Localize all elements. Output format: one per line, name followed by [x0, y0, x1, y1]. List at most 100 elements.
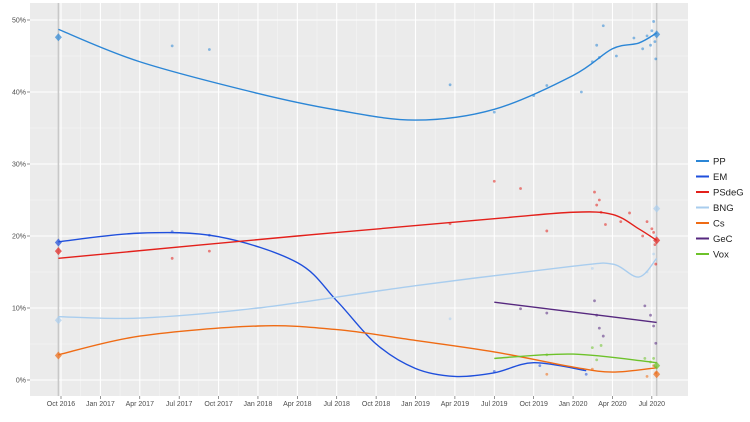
- pp-result-marker: [653, 30, 661, 39]
- x-tick-label: Apr 2017: [126, 401, 155, 408]
- x-tick-label: Jan 2020: [559, 401, 588, 408]
- x-tick-label: Jul 2020: [639, 401, 666, 408]
- pp-poll-point: [545, 84, 549, 87]
- gec-poll-point: [654, 341, 658, 345]
- em-poll-point: [584, 372, 588, 376]
- psdeg-poll-point: [619, 220, 623, 224]
- pp-poll-point: [492, 110, 496, 114]
- gec-poll-point: [652, 324, 656, 328]
- y-tick-label: 20%: [12, 234, 26, 241]
- vox-poll-point: [643, 357, 647, 360]
- gec-poll-point: [643, 304, 647, 308]
- pp-poll-point: [650, 29, 654, 33]
- pp-poll-point: [654, 57, 658, 61]
- pp-poll-point: [641, 47, 645, 51]
- trend-lines: [58, 28, 658, 378]
- bng-result-marker: [54, 316, 62, 325]
- cs-result-marker: [653, 370, 661, 379]
- x-tick-label: Oct 2017: [204, 401, 233, 408]
- gec-poll-point: [545, 311, 549, 315]
- bng-result-marker: [653, 204, 661, 213]
- gridlines: [30, 3, 688, 396]
- psdeg-poll-point: [645, 220, 649, 224]
- pp-poll-point: [579, 90, 583, 94]
- legend: PP EM PSdeG BNG Cs GeC Vox: [696, 157, 744, 261]
- psdeg-trend-line: [58, 211, 658, 260]
- psdeg-result-marker: [653, 236, 661, 245]
- y-tick-label: 10%: [12, 306, 26, 313]
- vox-poll-point: [652, 357, 656, 360]
- psdeg-poll-point: [207, 249, 211, 253]
- psdeg-poll-point: [641, 234, 645, 238]
- x-tick-label: Jul 2017: [166, 401, 193, 408]
- psdeg-poll-point: [170, 256, 174, 260]
- pp-trend-line: [58, 28, 658, 121]
- em-result-marker: [54, 238, 62, 247]
- pp-legend-label: PP: [713, 157, 726, 168]
- bng-trend-line: [58, 257, 658, 320]
- pp-poll-point: [595, 43, 599, 47]
- pp-poll-point: [207, 48, 211, 51]
- psdeg-poll-point: [545, 229, 549, 233]
- pp-poll-point: [632, 36, 636, 40]
- psdeg-legend-label: PSdeG: [713, 188, 744, 199]
- vox-result-marker: [653, 361, 661, 370]
- psdeg-poll-point: [628, 211, 631, 215]
- gec-poll-point: [593, 299, 596, 303]
- vox-legend-label: Vox: [713, 250, 729, 261]
- cs-trend-line: [58, 325, 657, 373]
- x-tick-label: Jan 2019: [401, 401, 430, 408]
- gec-poll-point: [597, 326, 601, 330]
- psdeg-poll-point: [492, 179, 496, 183]
- x-tick-label: Jul 2018: [323, 401, 350, 408]
- gec-trend-line: [494, 301, 657, 324]
- x-tick-label: Oct 2016: [47, 401, 76, 408]
- plot-panel: [30, 3, 688, 396]
- em-legend-label: EM: [713, 172, 727, 183]
- x-tick-label: Apr 2018: [283, 401, 312, 408]
- psdeg-poll-point: [652, 231, 656, 234]
- x-tick-label: Jan 2018: [244, 401, 273, 408]
- x-tick-label: Jul 2019: [481, 401, 508, 408]
- psdeg-poll-point: [595, 203, 599, 207]
- x-tick-label: Apr 2019: [441, 401, 470, 408]
- psdeg-poll-point: [604, 223, 607, 226]
- psdeg-poll-point: [654, 262, 658, 266]
- vox-poll-point: [590, 346, 594, 349]
- x-tick-label: Apr 2020: [598, 401, 627, 408]
- pp-poll-point: [649, 43, 652, 47]
- x-tick-label: Oct 2018: [362, 401, 391, 408]
- x-axis: Oct 2016 Jan 2017 Apr 2017 Jul 2017 Oct 2017…: [47, 396, 665, 408]
- y-tick-label: 30%: [12, 162, 26, 169]
- cs-poll-point: [545, 372, 549, 376]
- pp-poll-point: [601, 24, 605, 28]
- pp-poll-point: [448, 83, 452, 87]
- bng-legend-label: BNG: [713, 203, 734, 214]
- y-tick-label: 0%: [16, 378, 26, 385]
- psdeg-poll-point: [519, 187, 522, 190]
- election-results: [54, 30, 661, 379]
- gec-legend-label: GeC: [713, 234, 733, 245]
- pp-result-marker: [54, 33, 62, 42]
- pp-poll-point: [653, 40, 657, 43]
- election-lines: [57, 3, 658, 396]
- pp-poll-point: [645, 34, 649, 38]
- bng-poll-point: [448, 317, 452, 321]
- vox-trend-line: [494, 353, 657, 364]
- vox-poll-point: [595, 358, 599, 362]
- x-tick-label: Jan 2017: [86, 401, 115, 408]
- y-tick-label: 50%: [12, 18, 26, 25]
- vox-poll-point: [599, 344, 603, 347]
- bng-poll-point: [652, 252, 656, 256]
- psdeg-poll-point: [593, 190, 596, 194]
- cs-legend-label: Cs: [713, 219, 725, 230]
- cs-poll-point: [645, 375, 649, 378]
- em-poll-point: [538, 364, 542, 367]
- psdeg-poll-point: [597, 198, 601, 202]
- gec-poll-point: [519, 307, 522, 311]
- bng-poll-point: [590, 267, 594, 270]
- x-tick-label: Oct 2019: [519, 401, 548, 408]
- psdeg-poll-point: [653, 243, 657, 247]
- em-trend-line: [58, 231, 587, 378]
- cs-result-marker: [54, 351, 62, 360]
